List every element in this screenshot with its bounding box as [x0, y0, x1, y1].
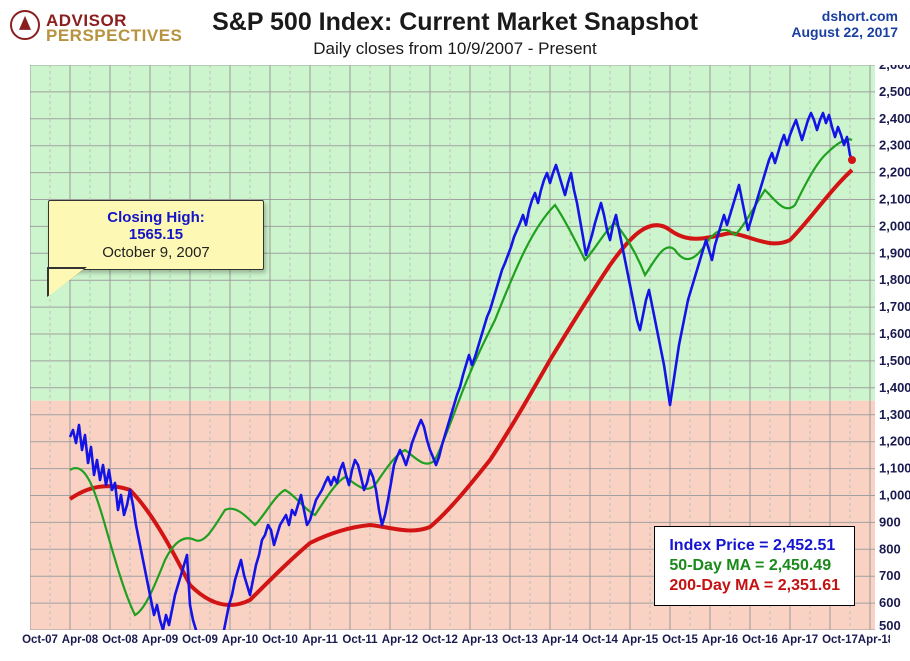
y-tick-1500: 1,500: [879, 353, 910, 368]
y-tick-2500: 2,500: [879, 84, 910, 99]
chart-subtitle: Daily closes from 10/9/2007 - Present: [0, 39, 910, 59]
chart-title: S&P 500 Index: Current Market Snapshot: [0, 8, 910, 37]
x-axis-labels: Oct-07 Apr-08 Oct-08 Apr-09 Oct-09 Apr-1…: [20, 631, 890, 651]
closing-high-callout: Closing High: 1565.15 October 9, 2007: [48, 200, 264, 270]
y-tick-1700: 1,700: [879, 299, 910, 314]
y-tick-1900: 1,900: [879, 245, 910, 260]
y-tick-1300: 1,300: [879, 407, 910, 422]
x-tick-0: Oct-07: [22, 634, 58, 646]
index-price-row: Index Price = 2,452.51: [669, 537, 840, 555]
y-tick-1600: 1,600: [879, 326, 910, 341]
callout-pointer: [47, 267, 87, 297]
y-tick-900: 900: [879, 514, 901, 529]
y-tick-2600: 2,600: [879, 65, 910, 72]
x-tick-18: Oct-16: [742, 634, 778, 646]
x-tick-11: Apr-13: [462, 634, 498, 646]
stats-legend: Index Price = 2,452.51 50-Day MA = 2,450…: [654, 526, 855, 606]
source-date: August 22, 2017: [791, 24, 898, 40]
callout-date: October 9, 2007: [59, 244, 253, 261]
y-tick-700: 700: [879, 568, 901, 583]
ma50-row: 50-Day MA = 2,450.49: [669, 557, 840, 575]
y-tick-1000: 1,000: [879, 488, 910, 503]
current-value-marker: [848, 156, 856, 164]
x-tick-3: Apr-09: [142, 634, 178, 646]
x-tick-17: Apr-16: [702, 634, 738, 646]
y-tick-2000: 2,000: [879, 218, 910, 233]
x-tick-8: Oct-11: [342, 634, 378, 646]
source-site: dshort.com: [791, 8, 898, 24]
header: ADVISOR PERSPECTIVES S&P 500 Index: Curr…: [0, 0, 910, 62]
x-tick-1: Apr-08: [62, 634, 99, 646]
source-info: dshort.com August 22, 2017: [791, 8, 898, 40]
y-tick-800: 800: [879, 541, 901, 556]
x-tick-9: Apr-12: [382, 634, 418, 646]
x-tick-5: Apr-10: [222, 634, 258, 646]
x-tick-16: Oct-15: [662, 634, 698, 646]
x-tick-7: Apr-11: [302, 634, 338, 646]
y-tick-2200: 2,200: [879, 165, 910, 180]
x-tick-2: Oct-08: [102, 634, 138, 646]
y-tick-2100: 2,100: [879, 192, 910, 207]
y-tick-2400: 2,400: [879, 111, 910, 126]
y-axis-labels: 2,600 2,500 2,400 2,300 2,200 2,100 2,00…: [879, 65, 910, 630]
x-tick-15: Apr-15: [622, 634, 659, 646]
x-tick-10: Oct-12: [422, 634, 458, 646]
x-tick-14: Oct-14: [582, 634, 618, 646]
x-tick-19: Apr-17: [782, 634, 818, 646]
x-tick-4: Oct-09: [182, 634, 218, 646]
y-tick-2300: 2,300: [879, 138, 910, 153]
x-tick-13: Apr-14: [542, 634, 579, 646]
ma200-row: 200-Day MA = 2,351.61: [669, 577, 840, 595]
x-tick-6: Oct-10: [262, 634, 298, 646]
y-tick-1200: 1,200: [879, 434, 910, 449]
y-tick-500: 500: [879, 618, 901, 630]
callout-value: 1565.15: [59, 226, 253, 243]
y-tick-1100: 1,100: [879, 461, 910, 476]
x-tick-20: Oct-17: [822, 634, 858, 646]
x-tick-12: Oct-13: [502, 634, 538, 646]
y-tick-600: 600: [879, 595, 901, 610]
callout-label: Closing High:: [59, 209, 253, 226]
x-tick-21: Apr-18: [858, 634, 890, 646]
y-tick-1400: 1,400: [879, 380, 910, 395]
y-tick-1800: 1,800: [879, 272, 910, 287]
